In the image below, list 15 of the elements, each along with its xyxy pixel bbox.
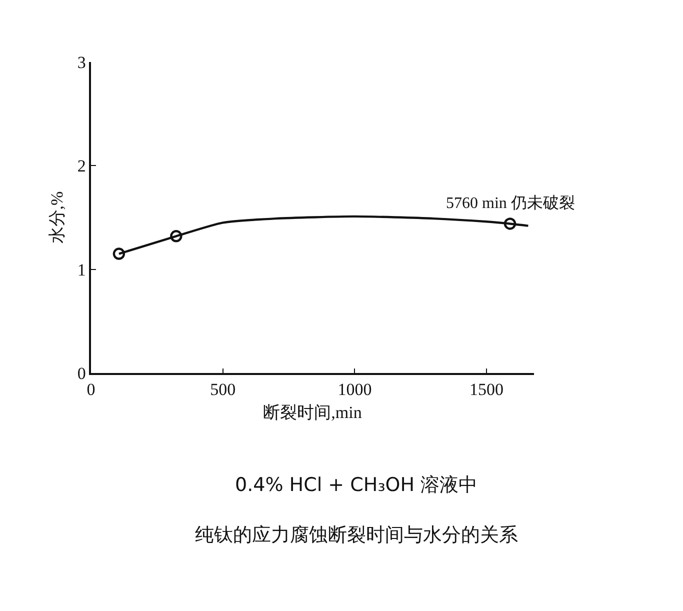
point (504, 218, 516, 230)
y-tick-label: 1 (77, 260, 86, 280)
y-tick-label: 3 (77, 52, 86, 72)
y-tick-label: 2 (77, 156, 86, 176)
x-tick-label: 1500 (470, 380, 504, 400)
y-tick-label: 0 (77, 364, 86, 383)
text: 0.4% HCl + CH₃OH 溶液中 (235, 474, 478, 496)
x-axis-title: 断裂时间,min (263, 403, 362, 422)
point (170, 230, 182, 242)
x-tick-label: 500 (210, 380, 236, 400)
annotation: 5760 min 仍未破裂 (446, 194, 575, 212)
x-tick-label: 1000 (338, 380, 372, 400)
y-axis-title: 水分,% (47, 191, 66, 244)
text: 纯钛的应力腐蚀断裂时间与水分的关系 (195, 524, 518, 546)
point (112, 248, 126, 260)
